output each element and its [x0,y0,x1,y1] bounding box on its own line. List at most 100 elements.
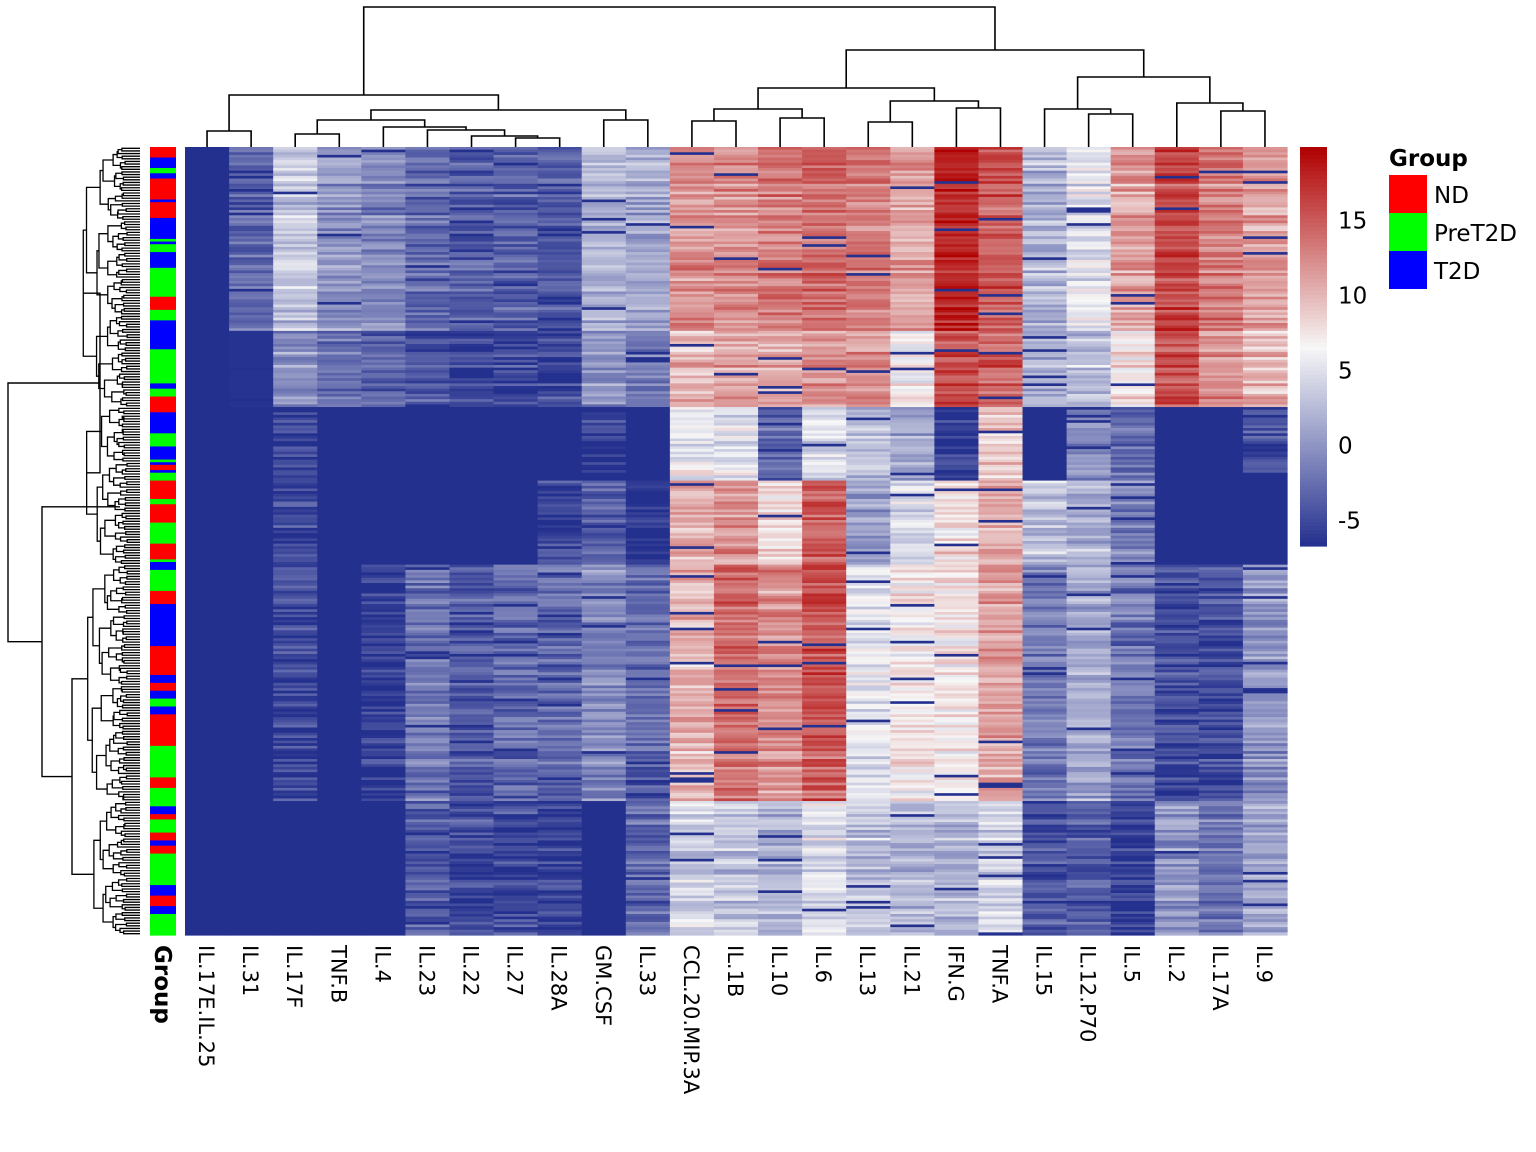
heatmap-cell [890,346,935,350]
heatmap-cell [1110,401,1156,406]
heatmap-cell [1110,336,1156,340]
dendrogram-branch [125,289,140,294]
heatmap-cell [229,288,274,293]
heatmap-cell [1066,322,1112,327]
heatmap-cell [1198,572,1244,576]
group-annotation-cell [150,640,176,645]
heatmap-cell [229,420,274,424]
heatmap-cell [493,244,539,248]
heatmap-cell [890,380,935,384]
heatmap-cell [493,380,539,384]
heatmap-cell [890,551,935,555]
heatmap-cell [1066,388,1112,392]
heatmap-cell [229,309,274,314]
heatmap-cell [846,220,891,224]
heatmap-cell [317,181,362,185]
heatmap-cell [537,199,583,203]
group-annotation-cell [150,569,176,574]
dendrogram-branch [125,342,140,346]
heatmap-cell [361,267,406,272]
dendrogram-branch [121,193,140,199]
heatmap-cell [185,491,230,495]
heatmap-cell [1154,548,1200,553]
heatmap-cell [185,533,230,537]
dendrogram-branch [113,451,123,461]
heatmap-cell [229,312,274,316]
heatmap-cell [802,351,847,356]
group-annotation-cell [150,627,176,631]
heatmap-cell [890,577,935,581]
heatmap-cell [802,378,847,382]
heatmap-cell [846,598,891,603]
heatmap-cell [581,262,627,266]
heatmap-cell [581,506,627,511]
heatmap-cell [934,210,980,214]
heatmap-cell [493,509,539,513]
heatmap-cell [934,467,980,471]
heatmap-cell [449,519,495,524]
heatmap-cell [890,236,935,240]
heatmap-cell [978,441,1024,445]
heatmap-cell [1154,265,1200,269]
heatmap-cell [1242,422,1288,427]
heatmap-cell [1154,212,1200,216]
heatmap-cell [669,212,715,216]
heatmap-cell [273,168,318,172]
heatmap-cell [273,598,318,603]
heatmap-cell [758,420,803,424]
heatmap-cell [1022,262,1068,266]
heatmap-cell [185,485,230,490]
heatmap-cell [1198,554,1244,558]
heatmap-cell [405,372,451,377]
heatmap-cell [758,454,803,458]
heatmap-cell [978,252,1024,256]
group-annotation-cell [150,882,176,886]
heatmap-cell [978,162,1024,166]
heatmap-cell [317,299,362,303]
group-annotation-cell [150,714,176,718]
dendrogram-branch [71,678,94,875]
heatmap-cell [361,483,406,487]
heatmap-cell [537,575,583,579]
heatmap-cell [978,562,1024,566]
heatmap-cell [185,325,230,329]
heatmap-cell [713,344,759,348]
heatmap-cell [934,273,980,277]
heatmap-cell [1154,375,1200,379]
heatmap-cell [1242,262,1288,266]
heatmap-cell [405,162,451,166]
heatmap-cell [1022,181,1068,185]
heatmap-cell [185,464,230,469]
heatmap-cell [802,341,847,345]
heatmap-cell [1066,556,1112,560]
heatmap-cell [934,604,980,608]
heatmap-cell [405,236,451,240]
heatmap-cell [537,236,583,240]
dendrogram-branch [125,767,140,772]
group-annotation-cell [150,315,176,319]
heatmap-cell [934,228,980,232]
heatmap-cell [537,354,583,358]
heatmap-cell [361,183,406,187]
heatmap-cell [890,393,935,398]
heatmap-cell [317,598,362,603]
heatmap-cell [758,168,803,172]
heatmap-cell [1198,498,1244,503]
heatmap-cell [669,412,715,416]
heatmap-cell [625,556,671,560]
heatmap-cell [1198,149,1244,153]
heatmap-cell [1110,512,1156,516]
heatmap-cell [1110,149,1156,153]
heatmap-cell [185,249,230,253]
heatmap-cell [758,554,803,558]
heatmap-cell [493,288,539,293]
heatmap-cell [625,451,671,455]
heatmap-cell [581,472,627,476]
heatmap-cell [493,338,539,342]
heatmap-cell [493,231,539,235]
heatmap-cell [758,322,803,327]
heatmap-cell [361,464,406,469]
heatmap-cell [273,202,318,206]
heatmap-cell [405,178,451,182]
heatmap-cell [1154,506,1200,511]
